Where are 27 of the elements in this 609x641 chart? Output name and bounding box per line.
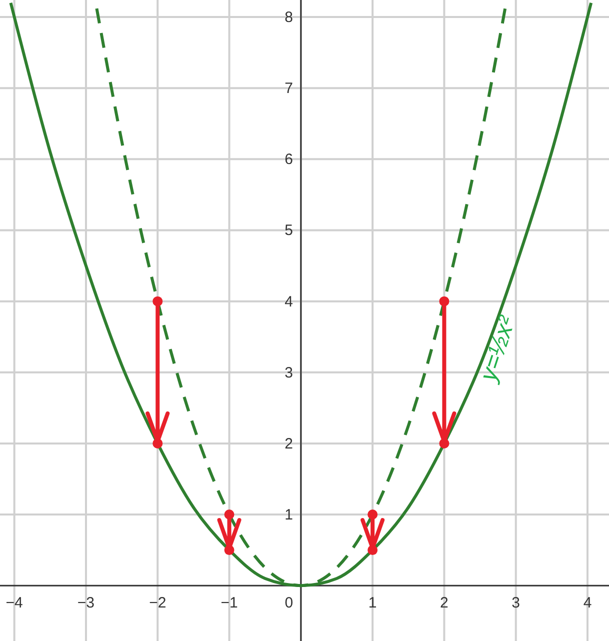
point <box>439 438 450 448</box>
y-tick-label: 3 <box>284 364 293 382</box>
point <box>224 545 234 556</box>
point <box>152 438 163 448</box>
x-tick-label: −4 <box>6 594 23 612</box>
point <box>368 545 378 556</box>
x-tick-label: −2 <box>149 594 166 612</box>
x-tick-label: 2 <box>440 594 448 612</box>
annotation: y=½x² <box>474 312 522 386</box>
point <box>368 510 378 520</box>
y-tick-label: 6 <box>284 151 293 168</box>
y-tick-label: 4 <box>284 293 293 310</box>
y-tick-label: 8 <box>284 9 293 26</box>
y-tick-label: 7 <box>284 80 293 98</box>
x-tick-label: 4 <box>583 594 592 612</box>
x-tick-label: 3 <box>512 594 520 612</box>
y-tick-label: 2 <box>284 435 293 452</box>
y-tick-label: 5 <box>284 222 293 240</box>
x-tick-label: −1 <box>220 594 238 612</box>
point <box>152 296 163 306</box>
x-tick-label: 0 <box>284 594 294 612</box>
x-tick-label: 1 <box>368 594 377 612</box>
point <box>439 296 450 306</box>
x-tick-label: −3 <box>77 594 95 612</box>
point <box>224 510 234 520</box>
y-tick-label: 1 <box>284 506 293 524</box>
line-series <box>9 1 593 588</box>
